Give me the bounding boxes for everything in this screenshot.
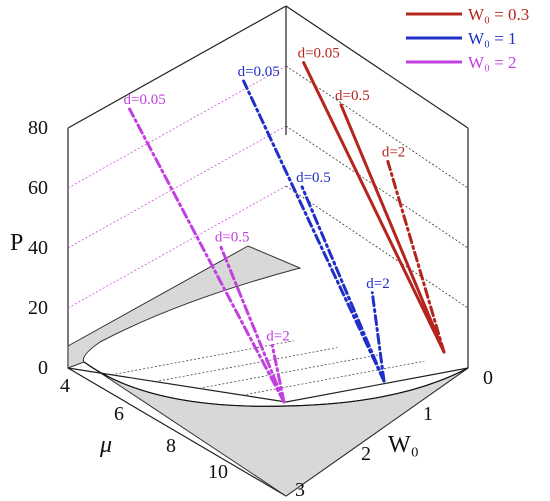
mu-tick-label: 10 (208, 461, 228, 483)
curve-line (128, 107, 286, 404)
grid-line-left (67, 185, 287, 309)
legend-label: W₀ = 1 (468, 29, 517, 48)
grid-line-right (285, 185, 469, 309)
mu-tick-label: 6 (114, 403, 124, 425)
curve-line (270, 344, 286, 404)
curve-label: d=0.5 (215, 230, 250, 246)
grid-line-floor (198, 354, 381, 389)
curve-label: d=0.05 (124, 92, 166, 108)
curve-label: d=2 (366, 276, 389, 292)
curve-label: d=2 (266, 329, 289, 345)
curve-line (219, 245, 286, 404)
z-tick-label: 20 (28, 297, 48, 319)
curve-label: d=0.05 (298, 46, 340, 62)
curve-label: d=0.5 (296, 170, 331, 186)
z-tick-label: 80 (28, 117, 48, 139)
frame-edge (67, 367, 287, 403)
frame-edge (67, 5, 287, 129)
curve-layer: d=0.05 d=0.5 d=2 d=0.05 d=0.5 d=2 d=0.05 d=0.5 d… (124, 46, 446, 404)
curve-label: d=2 (382, 144, 405, 160)
curve-label: d=0.5 (335, 88, 370, 104)
axis-labels: Pμ W₀ (10, 230, 419, 458)
curve-line (386, 159, 446, 354)
curve-line (370, 291, 386, 383)
curve-line (302, 61, 446, 354)
w0-tick-label: 3 (295, 479, 305, 501)
frame-edge (67, 367, 287, 497)
grid-line-floor (242, 360, 425, 396)
boundary-curve (83, 361, 469, 407)
w0-tick-label: 2 (361, 443, 371, 465)
grid-line-floor (155, 347, 338, 382)
mu-axis-label: μ (99, 432, 112, 458)
z-tick-label: 40 (28, 237, 48, 259)
legend-label: W₀ = 0.3 (468, 5, 529, 24)
grid-line-left (67, 65, 287, 189)
floor-region (67, 245, 469, 497)
frame-edge (285, 5, 469, 129)
z-tick-label: 60 (28, 177, 48, 199)
shaded-region-top (67, 245, 302, 369)
z-tick-label: 0 (38, 357, 48, 379)
w0-tick-label: 0 (483, 367, 493, 389)
mu-tick-label: 8 (166, 435, 176, 457)
grid-line-floor (111, 340, 294, 376)
legend: W₀ = 0.3 W₀ = 1 W₀ = 2 (406, 5, 529, 72)
w0-axis-label: W₀ (388, 432, 419, 458)
z-axis-label: P (10, 230, 23, 256)
tick-labels: 0 20 40 60 80 4 6 8 10 0 1 2 3 (28, 117, 493, 501)
mu-tick-label: 4 (60, 375, 70, 397)
curve-line (339, 103, 446, 354)
curve-line (300, 185, 386, 383)
grid-line-right (285, 125, 469, 249)
grid-line-left (67, 125, 287, 249)
legend-label: W₀ = 2 (468, 53, 517, 72)
w0-tick-label: 1 (423, 403, 433, 425)
curve-label: d=0.05 (238, 64, 280, 80)
curve-line (242, 79, 386, 383)
frame-edge (285, 367, 469, 403)
